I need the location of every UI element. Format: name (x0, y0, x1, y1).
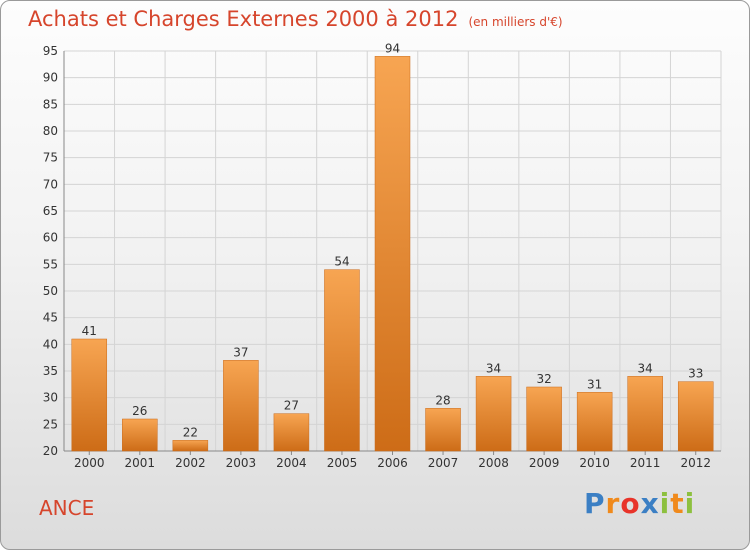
value-label: 41 (82, 324, 97, 338)
bar-2008 (475, 376, 512, 452)
x-tick-label: 2002 (175, 456, 206, 470)
y-tick-label: 80 (43, 124, 58, 138)
y-tick-label: 45 (43, 311, 58, 325)
value-label: 37 (233, 345, 248, 359)
value-label: 54 (334, 255, 349, 269)
bar-2001 (122, 418, 158, 452)
bar-2012 (677, 381, 714, 452)
x-tick-label: 2011 (630, 456, 661, 470)
bar-2002 (172, 440, 209, 452)
bars (71, 56, 714, 452)
x-tick-label: 2008 (478, 456, 509, 470)
x-tick-label: 2000 (74, 456, 105, 470)
logo-letter: i (659, 487, 671, 520)
y-tick-label: 35 (43, 364, 58, 378)
x-tick-label: 2012 (680, 456, 711, 470)
value-label: 31 (587, 377, 602, 391)
proxiti-logo: Proxiti (584, 487, 695, 520)
y-tick-label: 85 (43, 97, 58, 111)
logo-letter: P (584, 487, 606, 520)
x-tick-label: 2001 (125, 456, 156, 470)
logo-letter: t (670, 487, 685, 520)
chart-subtitle: (en milliers d'€) (468, 15, 563, 29)
bar-2000 (71, 338, 108, 452)
y-tick-label: 70 (43, 177, 58, 191)
y-tick-label: 65 (43, 204, 58, 218)
y-tick-label: 25 (43, 417, 58, 431)
bar-2005 (324, 269, 360, 452)
y-tick-label: 40 (43, 337, 58, 351)
chart-title: Achats et Charges Externes 2000 à 2012 (28, 7, 459, 31)
x-tick-label: 2003 (226, 456, 257, 470)
y-tick-label: 20 (43, 444, 58, 458)
bar-2006 (374, 56, 411, 452)
y-tick-label: 95 (43, 44, 58, 58)
chart-title-block: Achats et Charges Externes 2000 à 2012 (e… (28, 7, 563, 31)
x-tick-label: 2010 (579, 456, 610, 470)
x-tick-label: 2004 (276, 456, 307, 470)
logo-letter: i (684, 487, 696, 520)
bar-2003 (223, 360, 259, 452)
value-label: 28 (435, 393, 450, 407)
value-label: 26 (132, 404, 147, 418)
y-tick-label: 90 (43, 71, 58, 85)
x-tick-label: 2009 (529, 456, 560, 470)
y-tick-label: 60 (43, 231, 58, 245)
bar-2004 (273, 413, 310, 452)
y-tick-label: 75 (43, 151, 58, 165)
logo-letter: r (605, 487, 621, 520)
bar-2010 (576, 392, 613, 452)
bar-2011 (627, 376, 663, 452)
value-label: 32 (536, 372, 551, 386)
x-tick-label: 2006 (377, 456, 408, 470)
commune-name: ANCE (39, 496, 95, 520)
x-tick-label: 2005 (327, 456, 358, 470)
labels: 20 25 30 35 40 45 50 55 60 65 70 75 80 85 90 95 41 2000 26… (43, 41, 711, 470)
bar-2007 (425, 408, 461, 452)
logo-letter: o (620, 487, 641, 520)
value-label: 33 (688, 367, 703, 381)
bar-2009 (526, 386, 562, 452)
x-tick-label: 2007 (428, 456, 459, 470)
value-label: 34 (638, 361, 653, 375)
y-tick-label: 50 (43, 284, 58, 298)
value-label: 27 (284, 399, 299, 413)
value-label: 94 (385, 41, 400, 55)
y-tick-label: 55 (43, 257, 58, 271)
y-tick-label: 30 (43, 391, 58, 405)
value-label: 22 (183, 425, 198, 439)
logo-letter: x (640, 487, 660, 520)
value-label: 34 (486, 361, 501, 375)
